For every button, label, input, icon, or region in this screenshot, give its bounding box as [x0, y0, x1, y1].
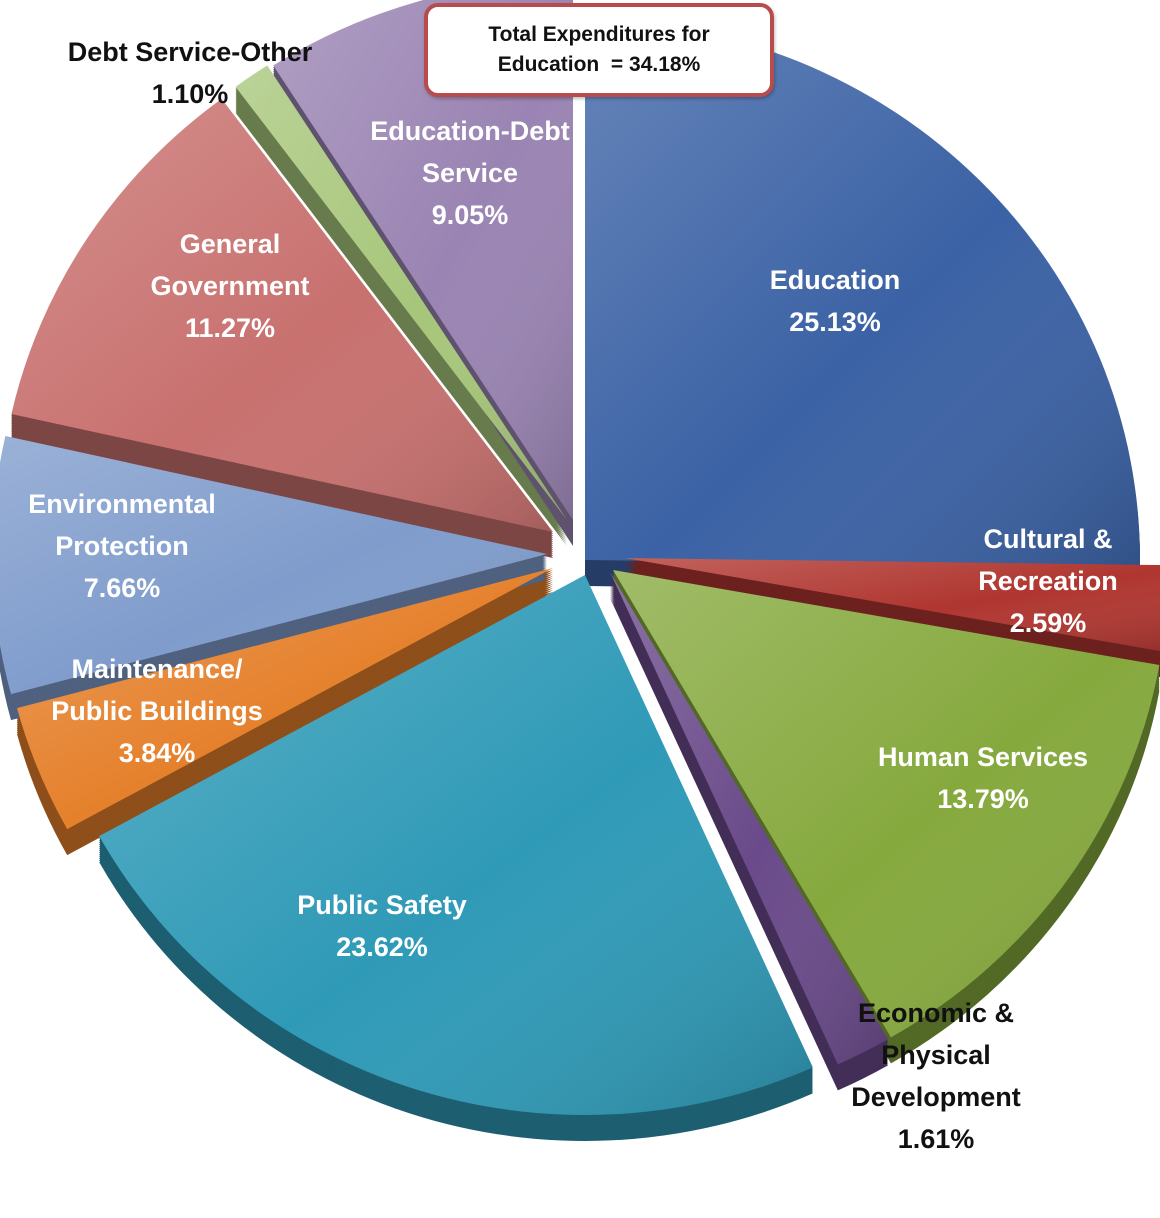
- callout-line-1: Total Expenditures for: [488, 23, 710, 46]
- data-label-cultural-recreation: Cultural & Recreation 2.59%: [978, 524, 1118, 638]
- slice-sheen-environmental-protection: [0, 435, 547, 695]
- callout-line-2: Education = 34.18%: [497, 53, 701, 76]
- data-label-education: Education 25.13%: [770, 265, 901, 337]
- label-layer: Education 25.13% Cultural & Recreation 2.59%…: [28, 37, 1118, 1154]
- data-label-debt-service-other: Debt Service-Other 1.10%: [68, 37, 313, 109]
- slice-sheen-public-safety: [99, 575, 813, 1116]
- slice-sheen-general-government: [11, 98, 554, 532]
- data-label-human-services: Human Services 13.79%: [878, 742, 1088, 814]
- slice-sheen-maintenance-public-buildings: [17, 568, 553, 830]
- slice-layer: [0, 0, 1160, 1116]
- slice-sheen-education-debt-service: [273, 0, 573, 520]
- slice-sheen-cultural-recreation: [625, 558, 1160, 652]
- data-label-general-government: General Government 11.27%: [150, 229, 309, 343]
- data-label-economic-physical-development: Economic & Physical Development 1.61%: [851, 998, 1021, 1154]
- slice-sheen-debt-service-other: [235, 65, 567, 520]
- data-label-maintenance-public-buildings: Maintenance/Public Buildings 3.84%: [51, 654, 263, 768]
- education-total-callout: Total Expenditures for Education = 34.18…: [424, 3, 774, 97]
- slice-sheen-human-services: [613, 570, 1160, 1038]
- data-label-public-safety: Public Safety 23.62%: [297, 890, 467, 962]
- slice-sheen-education: [585, 20, 1141, 568]
- data-label-environmental-protection: Environmental Protection 7.66%: [28, 489, 216, 603]
- slice-sheen-economic-physical-development: [610, 572, 888, 1065]
- data-label-education-debt-service: Education-Debt Service 9.05%: [370, 116, 570, 230]
